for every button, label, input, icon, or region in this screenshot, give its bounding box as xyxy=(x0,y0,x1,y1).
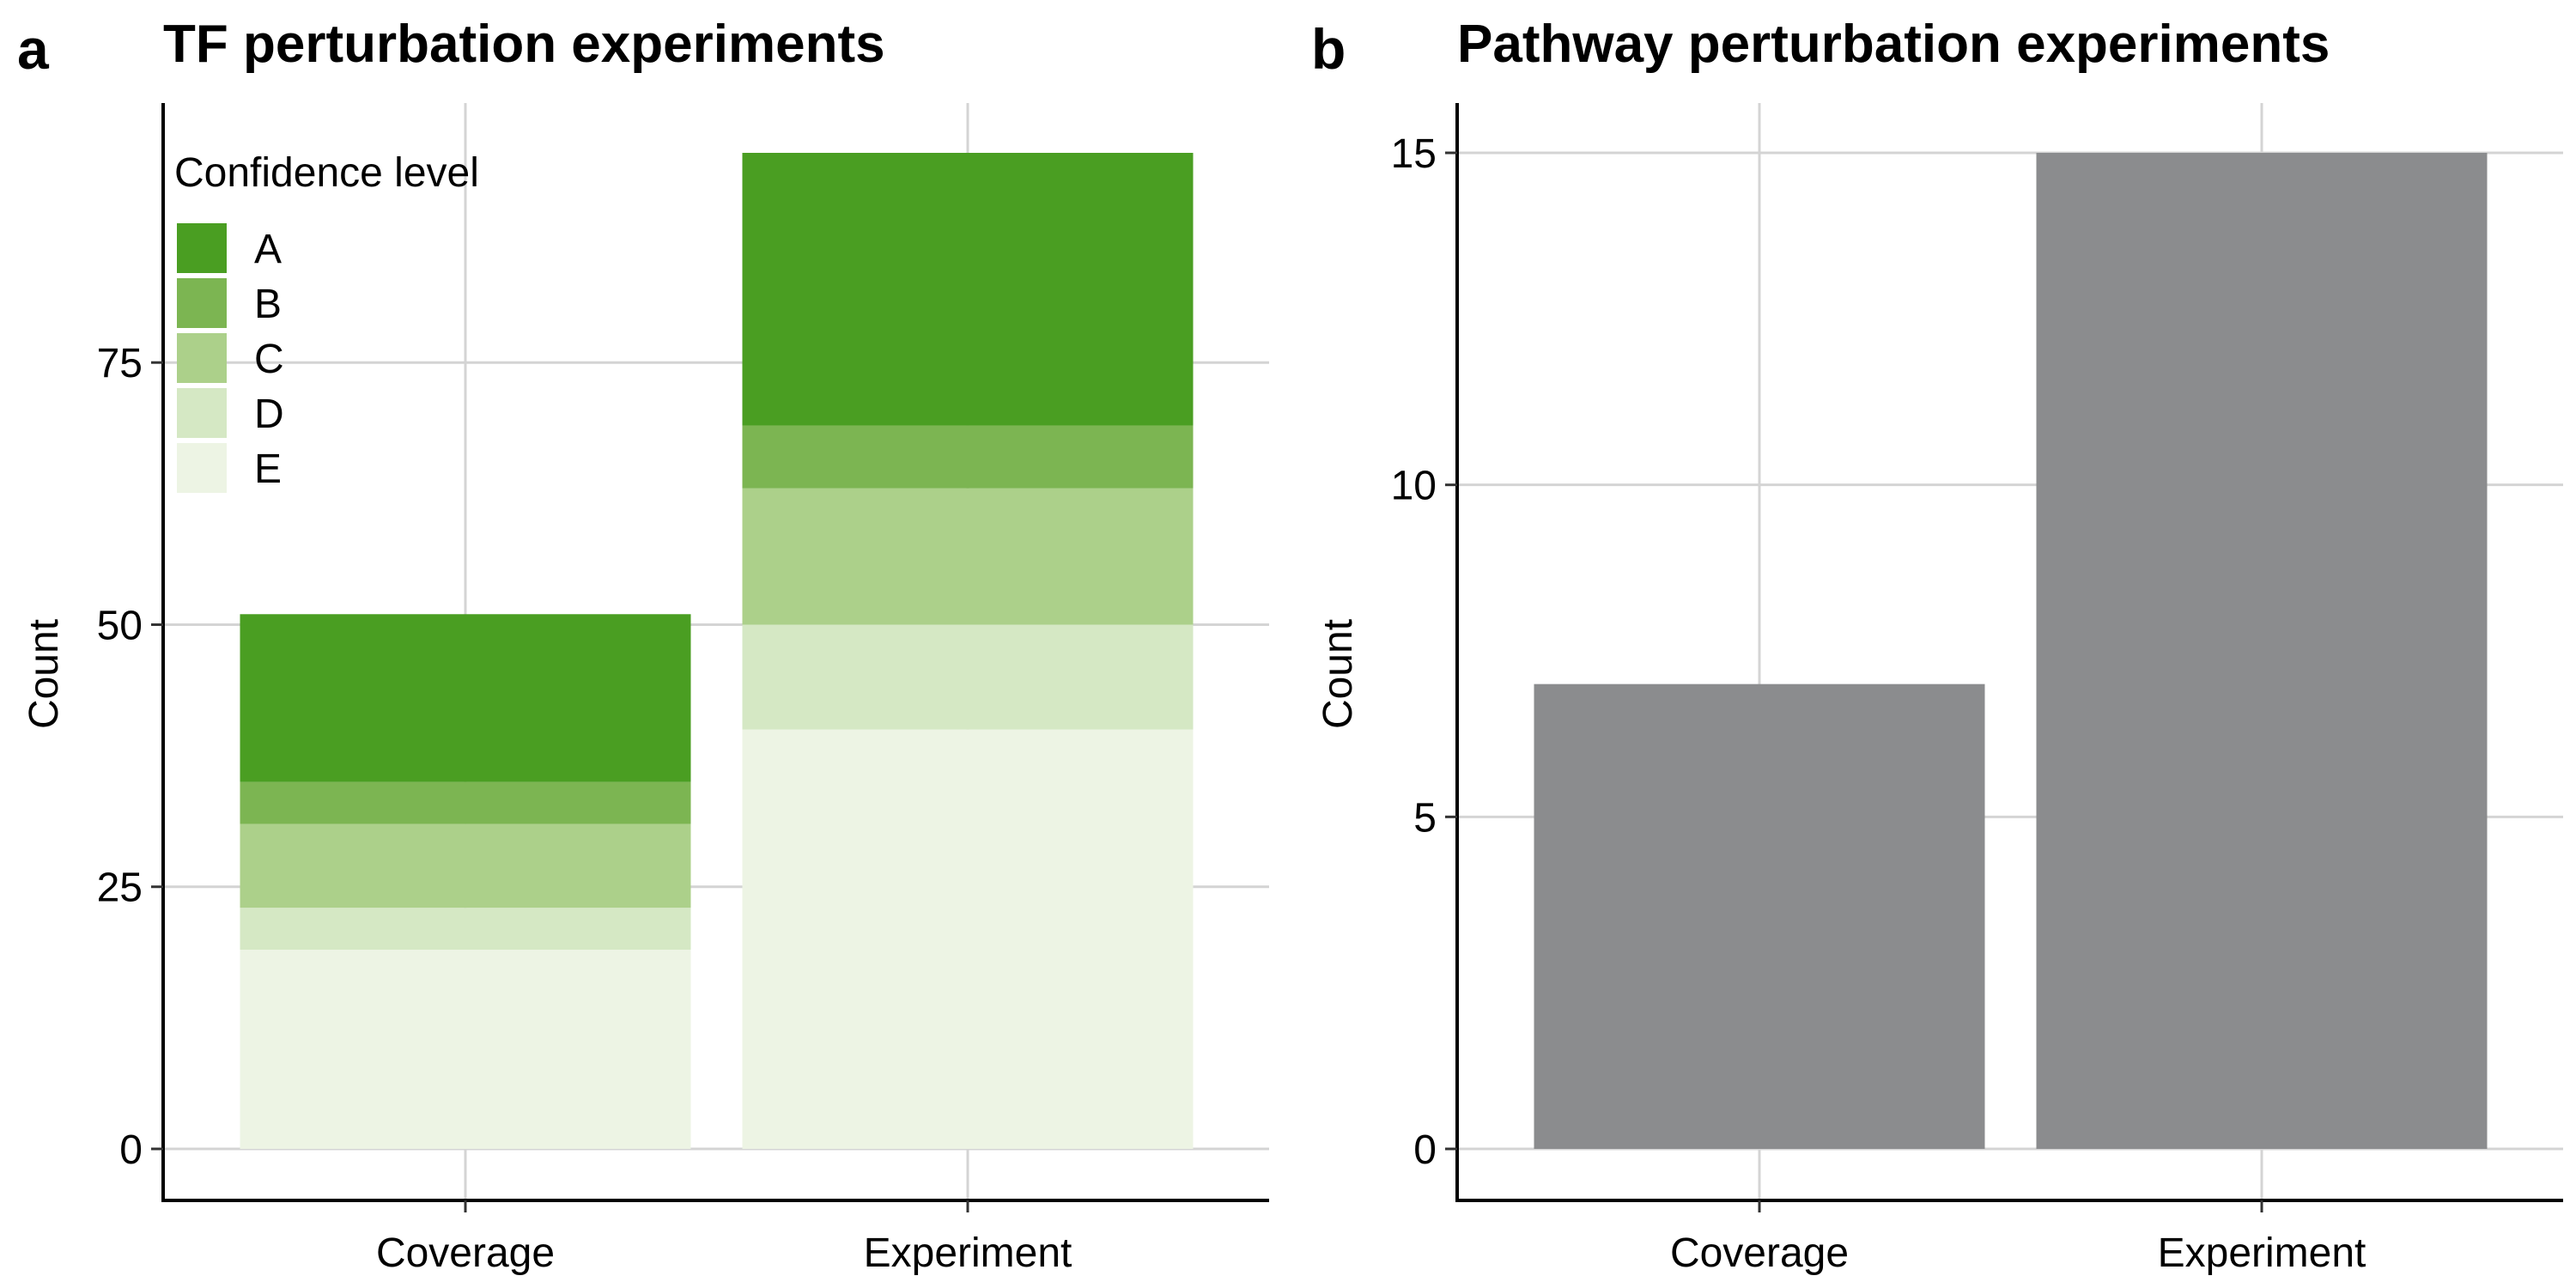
bar-experiment-d xyxy=(742,624,1194,730)
bar-coverage xyxy=(1534,683,1985,1149)
bar-experiment-a xyxy=(742,153,1194,426)
x-tick-label: Experiment xyxy=(2158,1230,2366,1276)
legend-swatch-a xyxy=(177,223,227,273)
y-tick-label: 50 xyxy=(97,603,143,648)
y-tick-label: 25 xyxy=(97,866,143,911)
bar-coverage-e xyxy=(240,950,691,1149)
panel-a-letter: a xyxy=(17,17,50,81)
x-tick-label: Coverage xyxy=(376,1230,555,1276)
panel-a-x-ticks: Coverage Experiment xyxy=(376,1200,1072,1276)
legend-label-c: C xyxy=(254,337,284,382)
legend-swatch-b xyxy=(177,278,227,328)
panel-a-title: TF perturbation experiments xyxy=(163,15,885,74)
y-tick-label: 0 xyxy=(1413,1127,1437,1173)
legend-swatch-c xyxy=(177,333,227,383)
panel-b: b Pathway perturbation experiments 0 5 10 1… xyxy=(1311,15,2563,1276)
panel-a-axes xyxy=(161,103,1269,1202)
legend-swatch-d xyxy=(177,388,227,438)
bar-coverage-b xyxy=(240,781,691,824)
bar-coverage-d xyxy=(240,908,691,950)
bar-experiment xyxy=(2036,153,2488,1149)
y-tick-label: 15 xyxy=(1391,131,1437,177)
panel-b-axes xyxy=(1455,103,2563,1202)
legend-label-e: E xyxy=(254,447,282,492)
panel-b-letter: b xyxy=(1311,17,1346,81)
y-tick-label: 5 xyxy=(1413,795,1437,841)
bar-experiment-b xyxy=(742,425,1194,489)
y-tick-label: 10 xyxy=(1391,464,1437,509)
x-tick-label: Coverage xyxy=(1670,1230,1849,1276)
panel-a-y-ticks: 0 25 50 75 xyxy=(97,341,163,1173)
panel-b-bars xyxy=(1534,153,2488,1149)
bar-coverage-a xyxy=(240,614,691,782)
panel-a-bars xyxy=(240,153,1194,1149)
panel-b-y-axis-title: Count xyxy=(1315,619,1361,729)
panel-b-y-ticks: 0 5 10 15 xyxy=(1391,131,1457,1173)
bar-experiment-e xyxy=(742,729,1194,1149)
legend-swatch-e xyxy=(177,443,227,493)
panel-b-x-ticks: Coverage Experiment xyxy=(1670,1200,2366,1276)
panel-a: a TF perturbation experiments 0 25 50 75 Co… xyxy=(17,15,1269,1276)
panel-b-title: Pathway perturbation experiments xyxy=(1457,15,2330,74)
legend-label-b: B xyxy=(254,282,282,327)
legend-label-d: D xyxy=(254,392,284,437)
panel-a-y-axis-title: Count xyxy=(21,619,67,729)
y-tick-label: 0 xyxy=(119,1127,143,1173)
bar-experiment-c xyxy=(742,488,1194,625)
bar-coverage-c xyxy=(240,823,691,908)
legend-label-a: A xyxy=(254,227,282,272)
y-tick-label: 75 xyxy=(97,341,143,386)
legend-title: Confidence level xyxy=(174,150,479,196)
x-tick-label: Experiment xyxy=(864,1230,1072,1276)
